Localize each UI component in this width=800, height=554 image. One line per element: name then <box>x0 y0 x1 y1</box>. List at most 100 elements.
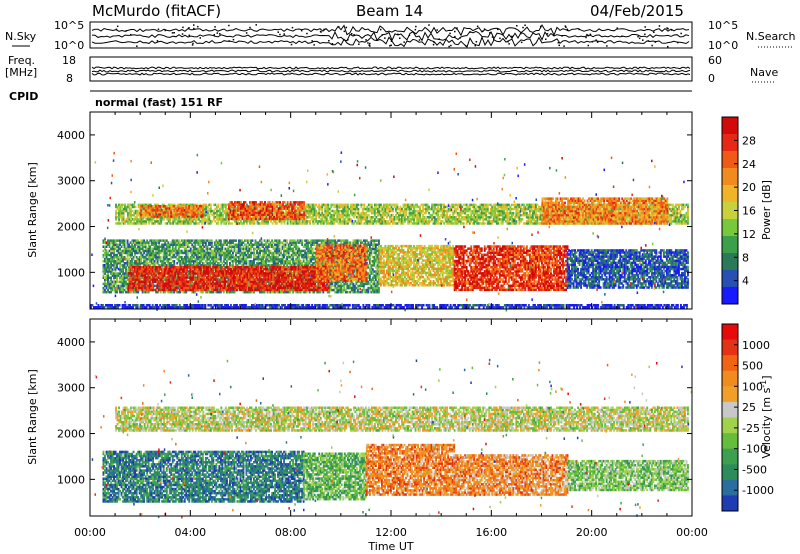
nsky-point <box>465 45 467 47</box>
nsky-point <box>449 33 451 35</box>
nsky-point <box>588 45 590 47</box>
nsky-point <box>389 45 391 47</box>
nsky-point <box>182 27 184 29</box>
nsky-point <box>351 33 353 35</box>
nsky-point <box>585 37 587 39</box>
power-echo-region <box>140 205 204 218</box>
power-cell <box>210 204 212 207</box>
nsky-tick-bottom: 10^0 <box>54 39 84 52</box>
power-cell <box>363 204 365 207</box>
power-cell <box>231 222 233 225</box>
nsky-point <box>524 25 526 27</box>
nsky-point <box>499 38 501 40</box>
nsky-point <box>279 34 281 36</box>
nsky-point <box>454 36 456 38</box>
nsky-point <box>578 29 580 31</box>
power-cell <box>584 200 586 203</box>
nsky-point <box>344 31 346 32</box>
freq-panel: Freq. [MHz] 18 8 Nave 60 0 <box>5 54 778 85</box>
nsky-point <box>284 33 286 35</box>
nsky-point <box>520 33 522 35</box>
nave-tick-top: 60 <box>708 54 722 67</box>
power-cell <box>217 204 219 207</box>
nsky-point <box>436 29 438 31</box>
nsky-point <box>311 40 313 42</box>
power-cell <box>266 218 268 221</box>
nsky-point <box>301 30 303 32</box>
nsky-point <box>508 43 510 45</box>
nsky-point <box>477 26 479 28</box>
nsky-point <box>332 43 334 45</box>
nsky-point <box>558 42 560 44</box>
nsky-point <box>651 45 653 47</box>
nsky-point <box>217 32 219 34</box>
power-cell <box>135 206 137 209</box>
nsky-point <box>433 44 435 46</box>
freq-line <box>92 73 690 75</box>
nsky-point <box>214 34 216 36</box>
nsky-point <box>157 40 159 42</box>
nsky-point <box>365 39 367 41</box>
nsky-point <box>469 32 471 34</box>
nsky-point <box>174 32 176 34</box>
nsky-point <box>188 27 190 29</box>
nsky-point <box>249 27 251 29</box>
nsky-point <box>228 25 230 27</box>
nsky-point <box>648 40 650 42</box>
nsky-point <box>642 39 644 41</box>
power-cell <box>357 204 359 207</box>
nsky-point <box>189 35 191 37</box>
nsky-point <box>278 31 280 33</box>
nsky-point <box>448 46 450 48</box>
freq-line <box>92 67 690 69</box>
nsky-point <box>117 26 119 28</box>
nsky-point <box>182 33 184 35</box>
nave-label: Nave <box>750 66 778 79</box>
nsky-point <box>126 30 128 32</box>
nsky-point <box>200 37 202 39</box>
nsky-point <box>588 35 590 37</box>
nsky-point <box>397 34 399 36</box>
power-cell <box>557 197 559 200</box>
power-cell <box>284 201 286 204</box>
freq-label-2: [MHz] <box>5 66 37 79</box>
nsky-point <box>165 30 167 32</box>
power-cell <box>202 205 204 208</box>
nsky-point <box>233 39 235 41</box>
nsky-point <box>391 41 393 43</box>
nsky-line <box>92 25 689 35</box>
power-cell <box>618 197 620 200</box>
nsky-point <box>595 39 597 41</box>
nsky-point <box>320 31 322 33</box>
nsky-point <box>639 38 641 40</box>
nsky-point <box>561 35 563 37</box>
nsky-point <box>390 45 392 47</box>
nsky-point <box>214 26 216 28</box>
nsky-point <box>256 24 258 26</box>
nsky-point <box>409 35 411 37</box>
power-cell <box>303 211 305 214</box>
nsky-point <box>590 34 592 36</box>
nsky-point <box>522 27 524 29</box>
nsky-point <box>680 33 682 35</box>
power-cell <box>255 201 257 204</box>
nsky-point <box>497 29 499 31</box>
nsky-point <box>516 25 518 27</box>
nsky-point <box>219 33 221 35</box>
nsky-point <box>433 42 435 44</box>
nsky-point <box>246 32 248 34</box>
nsky-point <box>565 27 567 29</box>
nsky-point <box>667 46 669 48</box>
nsky-point <box>459 37 461 39</box>
nsky-point <box>158 29 160 31</box>
nsky-point <box>369 45 371 47</box>
power-cell <box>282 211 284 214</box>
nsearch-tick-bottom: 10^0 <box>708 39 738 52</box>
nsky-point <box>655 41 657 43</box>
nsky-point <box>136 46 138 48</box>
nsky-point <box>328 40 330 42</box>
nsky-point <box>482 31 484 33</box>
nsky-point <box>597 41 599 43</box>
nave-tick-bottom: 0 <box>708 72 715 85</box>
